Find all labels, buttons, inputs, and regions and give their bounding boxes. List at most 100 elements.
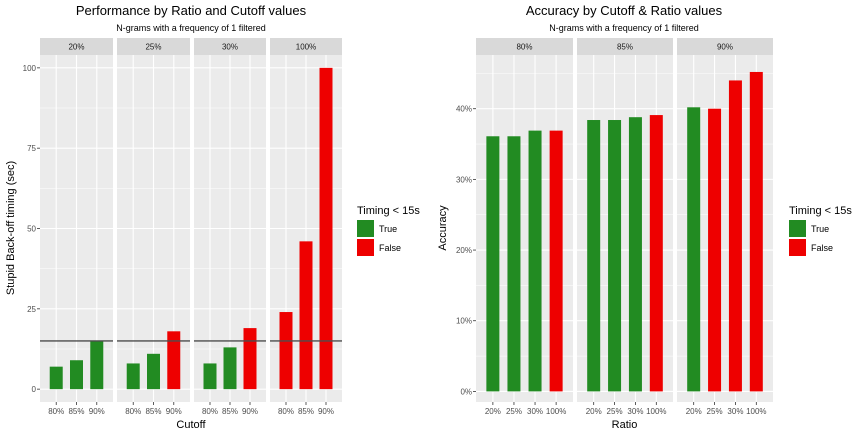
bar-20pct-90pct xyxy=(90,340,104,390)
chart-subtitle: N-grams with a frequency of 1 filtered xyxy=(549,23,699,33)
y-tick-label: 20% xyxy=(456,246,472,255)
x-tick-label: 30% xyxy=(727,407,743,416)
x-axis-label: Ratio xyxy=(612,419,638,431)
x-tick-label: 90% xyxy=(318,407,334,416)
bar-80pct-20pct xyxy=(486,136,500,392)
x-tick-label: 25% xyxy=(707,407,723,416)
bar-90pct-25pct xyxy=(708,108,722,392)
facet-90pct: 90% 20% 25% 30% 100% xyxy=(677,38,773,416)
y-tick-label: 30% xyxy=(456,175,472,184)
bar-100pct-80pct xyxy=(279,312,293,390)
x-tick-label: 30% xyxy=(627,407,643,416)
bar-20pct-80pct xyxy=(49,366,63,390)
x-tick-label: 80% xyxy=(278,407,294,416)
x-axis-label: Cutoff xyxy=(176,419,206,431)
legend-entry-false: False xyxy=(379,243,401,253)
x-tick-label: 80% xyxy=(125,407,141,416)
y-tick-label: 10% xyxy=(456,317,472,326)
facet-20pct: 20% 80% 85% 90% xyxy=(40,38,113,416)
y-tick-label: 0% xyxy=(460,387,472,396)
bar-30pct-80pct xyxy=(203,363,217,390)
x-tick-label: 90% xyxy=(89,407,105,416)
bar-85pct-20pct xyxy=(587,120,601,392)
bar-100pct-85pct xyxy=(299,241,313,390)
y-axis-label: Stupid Back-off timing (sec) xyxy=(5,161,17,295)
facet-85pct: 85% 20% 25% 30% 100% xyxy=(577,38,673,416)
bar-25pct-90pct xyxy=(167,331,181,390)
chart-title: Performance by Ratio and Cutoff values xyxy=(76,3,307,18)
bar-30pct-85pct xyxy=(223,347,237,390)
x-tick-label: 20% xyxy=(586,407,602,416)
legend: Timing < 15s True False xyxy=(789,205,852,256)
x-tick-label: 100% xyxy=(646,407,666,416)
facet-strip-label: 20% xyxy=(68,43,84,52)
legend-entry-true: True xyxy=(379,224,397,234)
bar-30pct-90pct xyxy=(243,328,257,390)
facet-30pct: 30% 80% 85% 90% xyxy=(194,38,266,416)
x-tick-label: 85% xyxy=(298,407,314,416)
bar-90pct-30pct xyxy=(728,80,742,392)
facet-strip-label: 100% xyxy=(296,43,316,52)
x-tick-label: 100% xyxy=(546,407,566,416)
y-axis-label: Accuracy xyxy=(437,205,449,251)
facet-strip-label: 85% xyxy=(617,43,633,52)
legend-title: Timing < 15s xyxy=(357,205,420,217)
legend-swatch-false xyxy=(789,239,806,256)
x-tick-label: 25% xyxy=(506,407,522,416)
bar-85pct-25pct xyxy=(608,120,622,392)
bar-90pct-100pct xyxy=(749,71,763,392)
y-tick-label: 75 xyxy=(27,144,36,153)
chart-title: Accuracy by Cutoff & Ratio values xyxy=(526,3,723,18)
x-tick-label: 85% xyxy=(145,407,161,416)
legend-swatch-true xyxy=(357,220,374,237)
facet-strip xyxy=(40,38,113,55)
chart-subtitle: N-grams with a frequency of 1 filtered xyxy=(116,23,266,33)
y-tick-label: 100 xyxy=(23,64,37,73)
facet-80pct: 80% 20% 25% 30% 100% xyxy=(476,38,573,416)
x-tick-label: 85% xyxy=(222,407,238,416)
bar-100pct-90pct xyxy=(319,67,333,390)
facet-strip xyxy=(270,38,342,55)
bar-25pct-85pct xyxy=(147,353,160,390)
legend: Timing < 15s True False xyxy=(357,205,420,256)
facet-strip-label: 80% xyxy=(516,43,532,52)
x-tick-label: 20% xyxy=(686,407,702,416)
facet-strip-label: 30% xyxy=(222,43,238,52)
facet-strip xyxy=(194,38,266,55)
x-tick-label: 25% xyxy=(607,407,623,416)
x-tick-label: 80% xyxy=(202,407,218,416)
y-tick-label: 25 xyxy=(27,305,36,314)
x-tick-label: 85% xyxy=(68,407,84,416)
bar-80pct-30pct xyxy=(528,130,542,392)
bar-20pct-85pct xyxy=(70,360,83,390)
y-tick-label: 0 xyxy=(32,385,37,394)
chart-1: Performance by Ratio and Cutoff values N-… xyxy=(5,3,420,431)
bar-85pct-30pct xyxy=(628,117,642,392)
bar-80pct-25pct xyxy=(507,136,521,392)
facet-strip xyxy=(117,38,190,55)
bar-90pct-20pct xyxy=(687,107,701,392)
x-tick-label: 80% xyxy=(48,407,64,416)
legend-entry-true: True xyxy=(811,224,829,234)
x-tick-label: 30% xyxy=(527,407,543,416)
facet-strip-label: 90% xyxy=(717,43,733,52)
facet-100pct: 100% 80% 85% 90% xyxy=(270,38,342,416)
facet-strip-label: 25% xyxy=(145,43,161,52)
x-tick-label: 20% xyxy=(485,407,501,416)
bar-25pct-80pct xyxy=(126,363,140,390)
chart-2: Accuracy by Cutoff & Ratio values N-grams… xyxy=(437,3,852,431)
facet-strip xyxy=(677,38,773,55)
facet-strip xyxy=(577,38,673,55)
x-tick-label: 90% xyxy=(166,407,182,416)
x-tick-label: 100% xyxy=(746,407,766,416)
facet-strip xyxy=(476,38,573,55)
y-tick-label: 50 xyxy=(27,225,36,234)
bar-80pct-100pct xyxy=(549,130,563,392)
y-tick-label: 40% xyxy=(456,105,472,114)
facet-25pct: 25% 80% 85% 90% xyxy=(117,38,190,416)
bar-85pct-100pct xyxy=(649,115,663,392)
legend-swatch-true xyxy=(789,220,806,237)
legend-title: Timing < 15s xyxy=(789,205,852,217)
legend-entry-false: False xyxy=(811,243,833,253)
